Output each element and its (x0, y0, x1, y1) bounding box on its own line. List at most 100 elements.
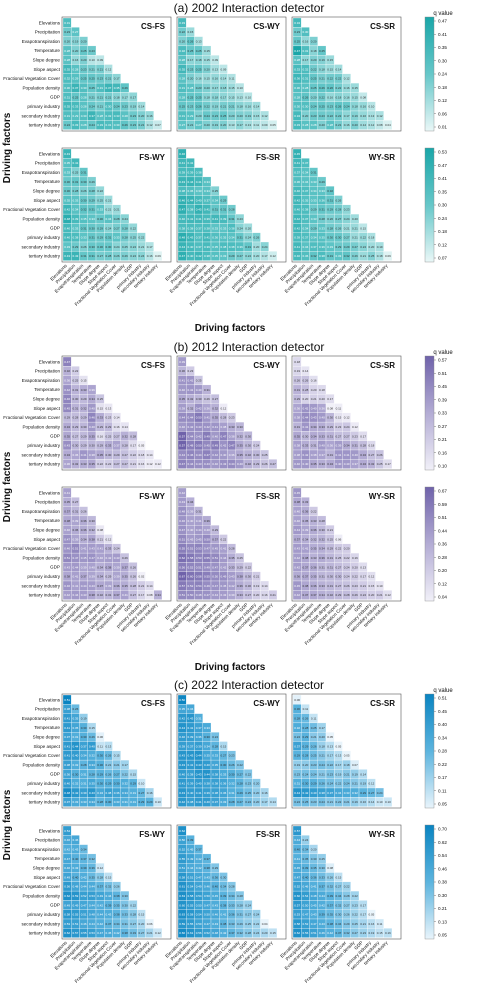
cell-value-label: 0.26 (81, 189, 87, 193)
cell-value-label: 0.37 (302, 236, 308, 240)
cell-value-label: 0.49 (187, 857, 193, 861)
cell-value-label: 0.33 (72, 226, 78, 230)
cell-value-label: 0.28 (212, 744, 218, 748)
cell-value-label: 0.44 (196, 528, 202, 532)
cell-value-label: 0.28 (97, 800, 103, 804)
cell-value-label: 0.20 (352, 217, 358, 221)
legend-tick-label: 0.21 (438, 437, 447, 442)
cell-value-label: 0.45 (220, 584, 226, 588)
cell-value-label: 0.25 (122, 245, 128, 249)
cell-value-label: 0.20 (187, 77, 193, 81)
cell-value-label: 0.34 (335, 894, 341, 898)
cell-value-label: 0.16 (344, 123, 350, 127)
cell-value-label: 0.33 (311, 180, 317, 184)
cell-value-label: 0.20 (253, 593, 259, 597)
cell-value-label: 0.30 (302, 105, 308, 109)
cell-value-label: 0.38 (204, 226, 210, 230)
cell-value-label: 0.36 (212, 875, 218, 879)
cell-value-label: 0.42 (64, 388, 70, 392)
cell-value-label: 0.66 (179, 931, 185, 935)
cell-value-label: 0.40 (204, 800, 210, 804)
cell-value-label: 0.39 (187, 170, 193, 174)
cell-value-label: 0.20 (138, 114, 144, 118)
cell-value-label: 0.42 (179, 800, 185, 804)
cell-value-label: 0.25 (72, 170, 78, 174)
cell-value-label: 0.41 (196, 800, 202, 804)
cell-value-label: 0.33 (81, 800, 87, 804)
cell-value-label: 0.42 (302, 406, 308, 410)
cell-value-label: 0.53 (89, 931, 95, 935)
row-label: Elevations (39, 20, 61, 25)
cell-value-label: 0.31 (294, 425, 300, 429)
cell-value-label: 0.17 (360, 434, 366, 438)
cell-value-label: 0.37 (81, 744, 87, 748)
cell-value-label: 0.24 (302, 838, 308, 842)
cell-value-label: 0.41 (196, 180, 202, 184)
cell-value-label: 0.63 (179, 913, 185, 917)
cell-value-label: 0.21 (97, 537, 103, 541)
cell-value-label: 0.14 (335, 67, 341, 71)
cell-value-label: 0.37 (302, 565, 308, 569)
cell-value-label: 0.35 (179, 707, 185, 711)
cell-value-label: 0.21 (187, 123, 193, 127)
cell-value-label: 0.15 (204, 58, 210, 62)
cell-value-label: 0.43 (204, 875, 210, 879)
cell-value-label: 0.43 (89, 547, 95, 551)
panel-label: FS-SR (256, 830, 280, 839)
y-axis-label: Driving factors (2, 789, 13, 860)
cell-value-label: 0.42 (294, 198, 300, 202)
cell-value-label: 0.16 (114, 425, 120, 429)
cell-value-label: 0.35 (122, 584, 128, 588)
panel-label: CS-SR (370, 361, 395, 370)
legend-tick-label: 0.45 (438, 709, 447, 714)
cell-value-label: 0.47 (229, 444, 235, 448)
legend-tick-label: 0.57 (438, 358, 447, 363)
cell-value-label: 0.22 (97, 189, 103, 193)
cell-value-label: 0.35 (229, 556, 235, 560)
cell-value-label: 0.37 (97, 885, 103, 889)
cell-value-label: 0.29 (147, 800, 153, 804)
cell-value-label: 0.21 (138, 245, 144, 249)
cell-value-label: 0.27 (335, 434, 341, 438)
cell-value-label: 0.18 (352, 105, 358, 109)
row-label: Precipitation (35, 500, 61, 505)
cell-value-label: 0.25 (319, 105, 325, 109)
cell-value-label: 0.23 (352, 584, 358, 588)
cell-value-label: 0.23 (319, 114, 325, 118)
cell-value-label: 0.29 (237, 565, 243, 569)
panel-label: CS-FS (141, 22, 166, 31)
cell-value-label: 0.26 (81, 245, 87, 249)
cell-value-label: 0.27 (270, 462, 276, 466)
cell-value-label: 0.28 (294, 58, 300, 62)
cell-value-label: 0.15 (360, 226, 366, 230)
cell-value-label: 0.30 (327, 416, 333, 420)
cell-value-label: 0.14 (147, 584, 153, 588)
cell-value-label: 0.20 (311, 847, 317, 851)
cell-value-label: 0.15 (105, 875, 111, 879)
cell-value-label: 0.20 (138, 922, 144, 926)
cell-value-label: 0.44 (105, 894, 111, 898)
cell-value-label: 0.16 (302, 39, 308, 43)
cell-value-label: 0.32 (327, 885, 333, 889)
cell-value-label: 0.23 (311, 763, 317, 767)
cell-value-label: 0.22 (335, 77, 341, 81)
panel-wy-sr: WY-SR0.450.38 0.330.40 0.36 0.220.40 0.35 0.3… (279, 486, 402, 646)
cell-value-label: 0.42 (294, 593, 300, 597)
panel-frame (291, 16, 402, 132)
cell-value-label: 0.20 (368, 593, 374, 597)
cell-value-label: 0.35 (311, 866, 317, 870)
cell-value-label: 0.16 (138, 462, 144, 466)
cell-value-label: 0.18 (319, 744, 325, 748)
cell-value-label: 0.17 (114, 77, 120, 81)
cell-value-label: 0.26 (187, 39, 193, 43)
cell-value-label: 0.30 (81, 726, 87, 730)
cell-value-label: 0.20 (319, 397, 325, 401)
cell-value-label: 0.41 (64, 491, 70, 495)
legend-tick-label: 0.13 (438, 919, 447, 924)
cell-value-label: 0.47 (179, 254, 185, 258)
cell-value-label: 0.38 (179, 226, 185, 230)
cell-value-label: 0.41 (64, 716, 70, 720)
cell-value-label: 0.29 (105, 782, 111, 786)
cell-value-label: 0.49 (64, 875, 70, 879)
